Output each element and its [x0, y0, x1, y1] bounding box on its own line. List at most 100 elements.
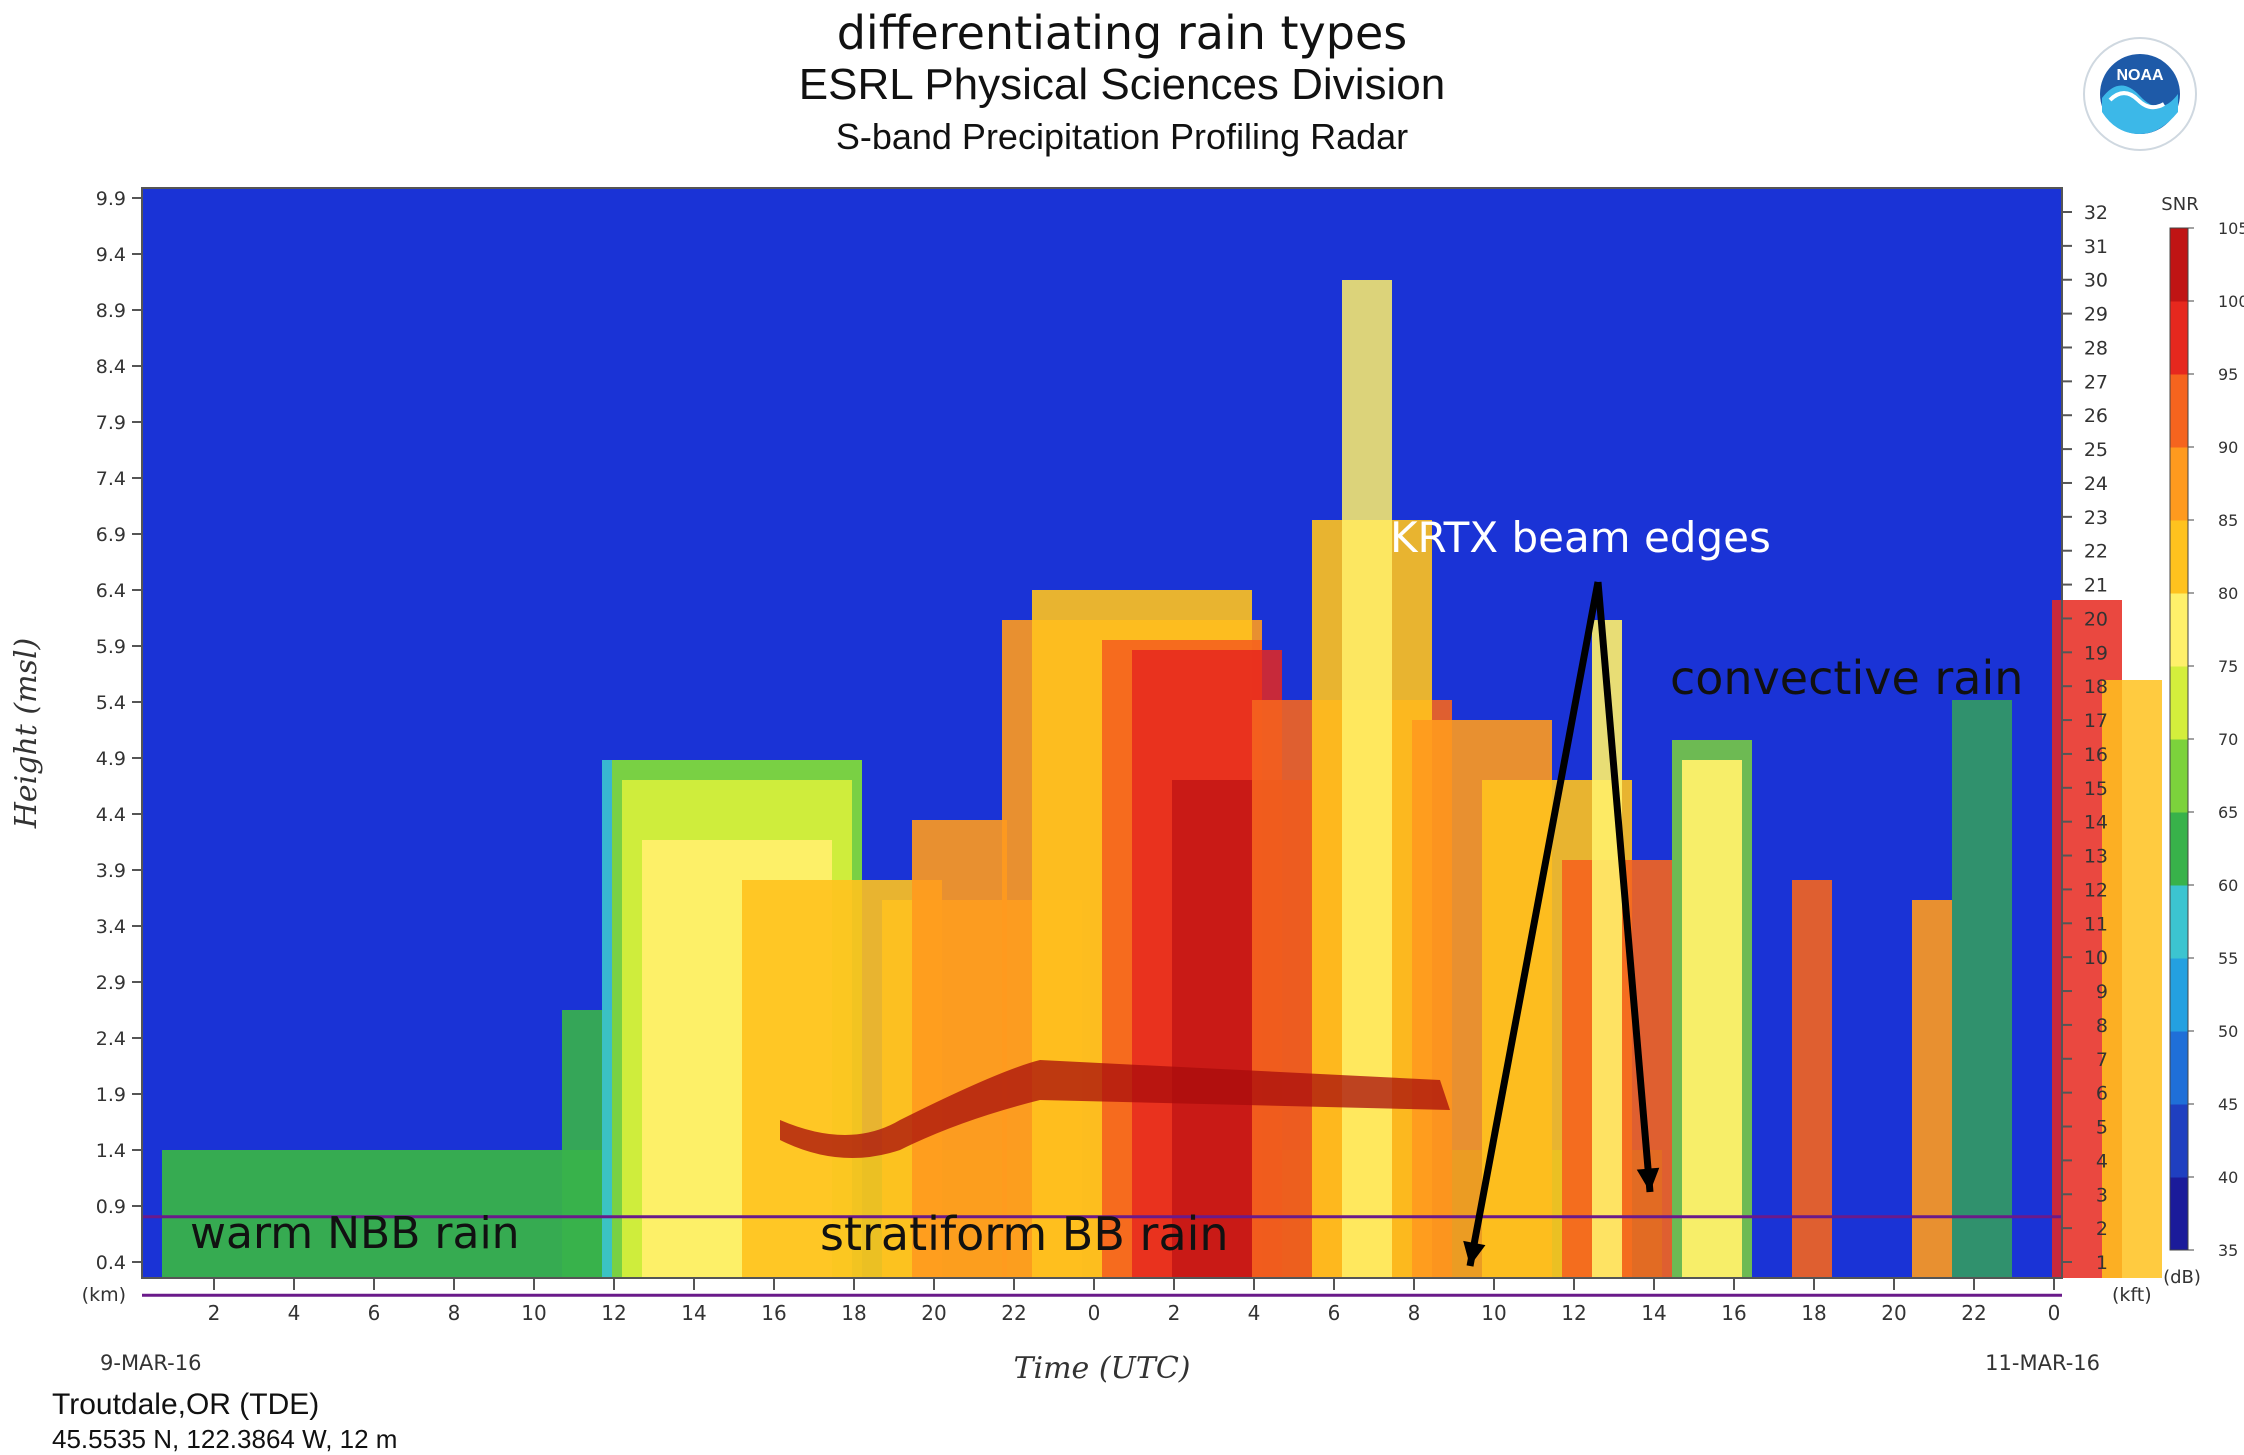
- y-tick-label-right: 18: [2084, 676, 2108, 698]
- y-tick-label-right: 4: [2096, 1150, 2108, 1172]
- y-tick-label-right: 16: [2084, 744, 2108, 766]
- y-tick-label-right: 13: [2084, 846, 2108, 868]
- y-tick-label-right: 23: [2084, 507, 2108, 529]
- chart-title: differentiating rain types: [836, 6, 1408, 60]
- y-tick-label-left: 0.4: [96, 1252, 126, 1274]
- echo-region: [1342, 280, 1392, 1278]
- y-tick-label-right: 21: [2084, 575, 2108, 597]
- colorbar-segment: [2170, 739, 2188, 813]
- x-tick-label: 4: [288, 1301, 301, 1325]
- colorbar-tick-label: 70: [2218, 730, 2238, 749]
- colorbar-segment: [2170, 666, 2188, 740]
- logo-bird: [2108, 91, 2165, 110]
- y-tick-label-right: 10: [2084, 947, 2108, 969]
- annotation-text: stratiform BB rain: [820, 1207, 1229, 1261]
- colorbar-tick-label: 80: [2218, 584, 2238, 603]
- x-end-date: 11-MAR-16: [1985, 1351, 2100, 1375]
- y-tick-label-left: 7.4: [96, 468, 126, 490]
- colorbar-unit: (dB): [2163, 1267, 2201, 1288]
- y-tick-label-left: 0.9: [96, 1196, 126, 1218]
- y-tick-label-right: 6: [2096, 1083, 2108, 1105]
- noaa-logo-icon: NOAA: [2083, 37, 2197, 151]
- colorbar-tick-label: 60: [2218, 876, 2238, 895]
- x-tick-label: 6: [368, 1301, 381, 1325]
- x-axis-title: Time (UTC): [1014, 1351, 1191, 1386]
- x-tick-label: 8: [448, 1301, 461, 1325]
- instrument-name: S-band Precipitation Profiling Radar: [835, 116, 1409, 157]
- x-tick-label: 10: [521, 1301, 546, 1325]
- colorbar-segment: [2170, 1031, 2188, 1105]
- colorbar-tick-label: 65: [2218, 803, 2238, 822]
- echo-region: [1682, 760, 1742, 1278]
- x-start-date: 9-MAR-16: [100, 1351, 201, 1375]
- x-tick-label: 22: [1001, 1301, 1026, 1325]
- y-tick-label-left: 3.9: [96, 860, 126, 882]
- y-tick-label-right: 26: [2084, 405, 2108, 427]
- y-tick-label-right: 7: [2096, 1049, 2108, 1071]
- colorbar-segment: [2170, 885, 2188, 959]
- y-tick-label-right: 3: [2096, 1184, 2108, 1206]
- y-tick-label-right: 30: [2084, 270, 2108, 292]
- colorbar-tick-label: 75: [2218, 657, 2238, 676]
- colorbar-segment: [2170, 447, 2188, 521]
- y-tick-label-right: 9: [2096, 981, 2108, 1003]
- x-tick-label: 14: [681, 1301, 706, 1325]
- colorbar-segment: [2170, 228, 2188, 302]
- arrow-head: [1463, 1240, 1486, 1266]
- x-tick-label: 12: [601, 1301, 626, 1325]
- bright-band: [780, 1060, 1450, 1158]
- colorbar-tick-label: 45: [2218, 1095, 2238, 1114]
- x-tick-label: 22: [1961, 1301, 1986, 1325]
- x-tick-label: 4: [1248, 1301, 1261, 1325]
- colorbar-segment: [2170, 301, 2188, 375]
- y-axis-title: Height (msl): [9, 638, 44, 829]
- colorbar-segment: [2170, 812, 2188, 886]
- annotation-arrow: [1466, 581, 1602, 1267]
- colorbar-segment: [2170, 520, 2188, 594]
- y-tick-label-right: 24: [2084, 473, 2108, 495]
- y-tick-label-left: 9.9: [96, 188, 126, 210]
- colorbar-segment: [2170, 1104, 2188, 1178]
- y-tick-label-right: 5: [2096, 1117, 2108, 1139]
- x-tick-label: 6: [1328, 1301, 1341, 1325]
- echo-region: [1952, 700, 2012, 1278]
- x-tick-label: 14: [1641, 1301, 1666, 1325]
- y-tick-label-right: 32: [2084, 202, 2108, 224]
- y-tick-label-left: 6.4: [96, 580, 126, 602]
- y-unit-left: (km): [82, 1284, 126, 1306]
- x-tick-label: 16: [1721, 1301, 1746, 1325]
- colorbar-segment: [2170, 374, 2188, 448]
- y-tick-label-right: 19: [2084, 642, 2108, 664]
- y-tick-label-left: 8.4: [96, 356, 126, 378]
- y-tick-label-left: 2.4: [96, 1028, 126, 1050]
- x-tick-label: 16: [761, 1301, 786, 1325]
- y-tick-label-left: 4.4: [96, 804, 126, 826]
- colorbar-tick-label: 40: [2218, 1168, 2238, 1187]
- x-tick-label: 8: [1408, 1301, 1421, 1325]
- y-tick-label-right: 29: [2084, 304, 2108, 326]
- echo-region: [1912, 900, 1952, 1278]
- y-tick-label-left: 6.9: [96, 524, 126, 546]
- y-tick-label-right: 1: [2096, 1252, 2108, 1274]
- arrow-head: [1636, 1167, 1660, 1192]
- colorbar-tick-label: 95: [2218, 365, 2238, 384]
- y-tick-label-right: 8: [2096, 1015, 2108, 1037]
- y-tick-label-right: 12: [2084, 879, 2108, 901]
- x-tick-label: 0: [2048, 1301, 2061, 1325]
- x-tick-label: 12: [1561, 1301, 1586, 1325]
- annotation-text: KRTX beam edges: [1390, 513, 1771, 562]
- y-tick-label-right: 11: [2084, 913, 2108, 935]
- colorbar-tick-label: 85: [2218, 511, 2238, 530]
- y-tick-label-left: 8.9: [96, 300, 126, 322]
- y-tick-label-right: 22: [2084, 541, 2108, 563]
- y-tick-label-left: 5.4: [96, 692, 126, 714]
- y-tick-label-left: 1.9: [96, 1084, 126, 1106]
- logo-text: NOAA: [2116, 67, 2164, 84]
- annotation-arrow: [1594, 581, 1654, 1193]
- station-coords: 45.5535 N, 122.3864 W, 12 m: [52, 1424, 398, 1454]
- x-tick-label: 2: [208, 1301, 221, 1325]
- x-tick-label: 0: [1088, 1301, 1101, 1325]
- y-tick-label-left: 1.4: [96, 1140, 126, 1162]
- colorbar-tick-label: 50: [2218, 1022, 2238, 1041]
